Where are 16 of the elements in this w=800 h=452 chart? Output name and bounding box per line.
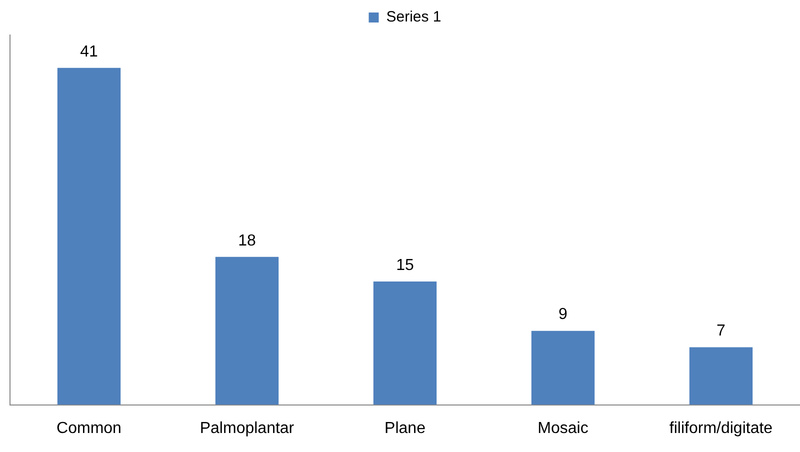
data-label: 15	[396, 256, 414, 274]
data-label: 7	[716, 322, 726, 340]
bar	[689, 347, 753, 405]
x-tick-label: Common	[56, 420, 122, 437]
x-tick-label: Palmoplantar	[200, 420, 295, 437]
data-label: 9	[558, 306, 568, 324]
bar	[57, 68, 121, 405]
x-tick-label: Mosaic	[538, 420, 588, 437]
bar	[215, 256, 279, 405]
x-tick-label: Plane	[384, 420, 426, 437]
x-tick-label: filiform/digitate	[669, 420, 773, 437]
data-label: 18	[238, 232, 256, 250]
bar	[531, 330, 595, 405]
data-label: 41	[80, 43, 98, 60]
bar	[373, 282, 437, 405]
legend-label: Series 1	[386, 8, 442, 26]
